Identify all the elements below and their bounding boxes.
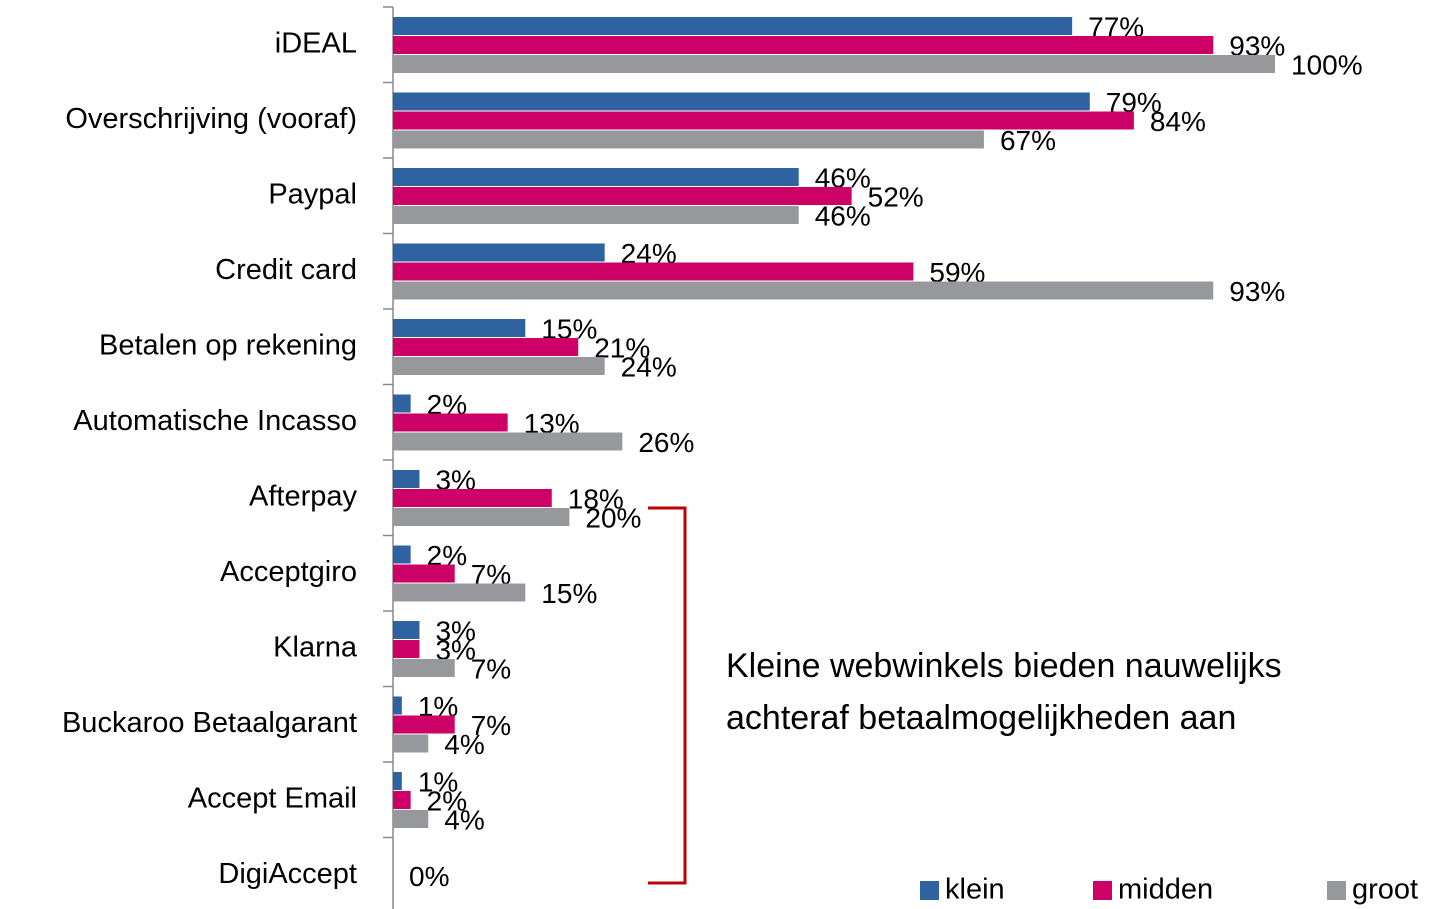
legend-swatch (920, 881, 939, 900)
value-label: 4% (444, 729, 484, 760)
value-label: 1% (418, 766, 458, 797)
bar (393, 489, 552, 507)
bar (393, 432, 623, 451)
bar (393, 791, 411, 809)
value-label: 20% (585, 502, 641, 533)
bar (393, 810, 429, 828)
category-label: DigiAccept (218, 858, 357, 890)
value-label: 0% (409, 861, 449, 892)
bar (393, 17, 1073, 35)
value-label: 46% (815, 200, 871, 231)
value-label: 7% (471, 710, 511, 741)
legend-label: klein (945, 874, 1005, 906)
value-label: 93% (1229, 276, 1285, 307)
value-label: 100% (1291, 49, 1363, 80)
category-label: iDEAL (275, 28, 357, 60)
value-label: 26% (638, 427, 694, 458)
value-label: 7% (471, 653, 511, 684)
bar (393, 621, 420, 639)
bar (393, 92, 1090, 111)
annotation: Kleine webwinkels bieden nauwelijks (726, 647, 1282, 685)
legend-swatch (1093, 881, 1112, 900)
bar (393, 564, 455, 583)
bar (393, 338, 579, 356)
category-label: Credit card (215, 254, 357, 286)
bar (393, 772, 402, 790)
category-label: Afterpay (249, 481, 357, 513)
bar (393, 36, 1214, 54)
legend-label: midden (1118, 874, 1213, 906)
category-label: Automatische Incasso (73, 405, 357, 437)
bar (393, 55, 1275, 73)
bar (393, 394, 411, 413)
value-label: 4% (444, 804, 484, 835)
bracket (648, 506, 687, 885)
category-label: Acceptgiro (220, 556, 357, 588)
bar (393, 262, 914, 281)
bar (393, 734, 429, 753)
legend-swatch (1327, 881, 1346, 900)
bar (393, 130, 984, 149)
bar (393, 357, 605, 375)
bar (393, 243, 605, 262)
bar (393, 281, 1214, 300)
value-label: 3% (435, 615, 475, 646)
bar (393, 640, 420, 658)
annotation: achteraf betaalmogelijkheden aan (726, 699, 1236, 737)
value-label: 15% (541, 578, 597, 609)
bar (393, 545, 411, 564)
bar (393, 659, 455, 677)
bar (393, 583, 526, 602)
category-label: Accept Email (188, 783, 357, 815)
bar (393, 508, 570, 526)
value-label: 67% (1000, 125, 1056, 156)
bar (393, 168, 799, 186)
bar (393, 187, 852, 205)
category-label: Klarna (273, 632, 358, 664)
value-label: 52% (868, 181, 924, 212)
legend-label: groot (1352, 874, 1418, 906)
value-label: 18% (568, 483, 624, 514)
category-label: Betalen op rekening (99, 330, 357, 362)
value-label: 24% (621, 351, 677, 382)
bar (393, 696, 402, 715)
value-label: 84% (1150, 106, 1206, 137)
bar (393, 319, 526, 337)
bar (393, 715, 455, 734)
bar (393, 111, 1134, 130)
bar (393, 470, 420, 488)
value-label: 2% (427, 785, 467, 816)
bar (393, 206, 799, 224)
category-label: Overschrijving (vooraf) (65, 103, 357, 135)
category-label: Buckaroo Betaalgarant (62, 707, 357, 739)
category-label: Paypal (268, 179, 357, 211)
bar (393, 413, 508, 432)
